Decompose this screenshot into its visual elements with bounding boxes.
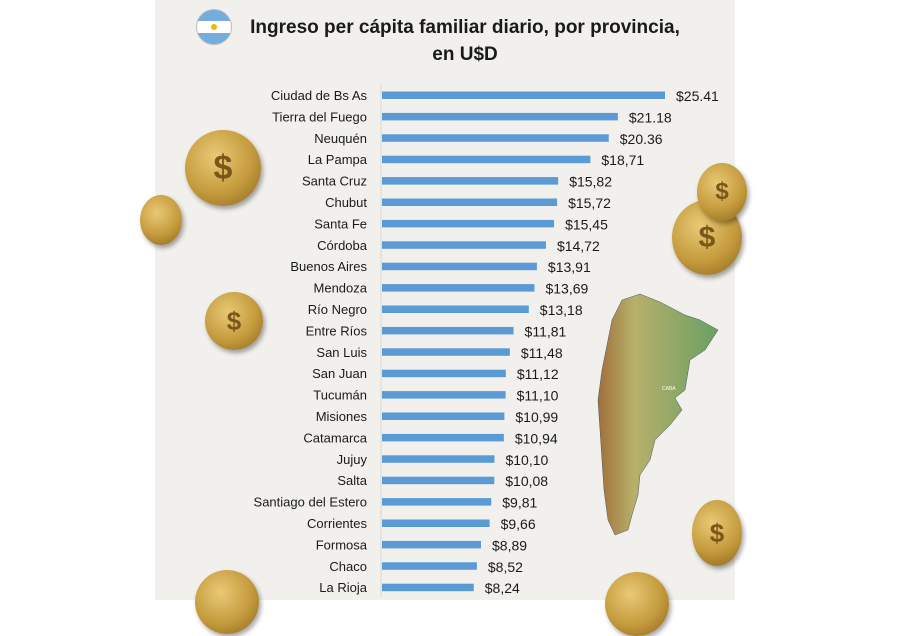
- bar: [382, 455, 495, 463]
- value-label: $11,81: [525, 323, 567, 339]
- bar: [382, 412, 505, 420]
- category-label: Santa Cruz: [302, 174, 367, 189]
- argentina-flag-icon: [196, 9, 232, 45]
- value-label: $13,91: [548, 259, 591, 275]
- category-label: Catamarca: [303, 430, 367, 445]
- bar: [382, 583, 474, 592]
- category-label: Salta: [337, 473, 367, 488]
- category-label: La Rioja: [319, 580, 367, 595]
- category-label: Corrientes: [307, 516, 367, 531]
- category-label: Jujuy: [337, 452, 368, 467]
- title-line-1: Ingreso per cápita familiar diario, por …: [250, 17, 680, 38]
- bar: [382, 219, 555, 228]
- category-label: Santiago del Estero: [254, 495, 367, 510]
- bar: [382, 155, 591, 164]
- category-label: Ciudad de Bs As: [271, 88, 368, 103]
- category-label: Tierra del Fuego: [272, 109, 367, 124]
- chart-title: Ingreso per cápita familiar diario, por …: [235, 14, 695, 68]
- category-label: Buenos Aires: [290, 259, 367, 274]
- value-label: $10,08: [505, 473, 548, 489]
- value-label: $25.41: [676, 88, 719, 104]
- value-label: $10,99: [515, 409, 558, 425]
- coin-image: $: [697, 163, 747, 221]
- bar: [382, 91, 665, 99]
- category-label: San Luis: [316, 345, 367, 360]
- value-label: $8,89: [492, 537, 527, 553]
- value-label: $11,10: [517, 388, 559, 404]
- bar: [382, 305, 529, 313]
- value-label: $9,66: [501, 516, 536, 532]
- value-label: $9,81: [502, 495, 537, 511]
- value-label: $13,18: [540, 302, 583, 318]
- coin-image: $: [692, 500, 742, 566]
- value-label: $13,69: [545, 281, 588, 297]
- category-label: Chaco: [329, 559, 367, 574]
- bar: [382, 198, 558, 206]
- bar: [382, 326, 514, 335]
- value-label: $21.18: [629, 109, 672, 125]
- bar: [382, 540, 482, 549]
- bar: [382, 348, 510, 356]
- category-label: Santa Fe: [314, 216, 367, 231]
- bar: [382, 562, 477, 570]
- bar: [382, 369, 506, 378]
- category-label: Misiones: [316, 409, 368, 424]
- coin-image: [140, 195, 182, 245]
- category-label: Formosa: [316, 537, 368, 552]
- value-label: $20.36: [620, 131, 663, 147]
- value-label: $14,72: [557, 238, 600, 254]
- bar: [382, 476, 495, 485]
- bar: [382, 134, 609, 142]
- argentina-map: CABA: [597, 293, 719, 536]
- bar: [382, 284, 535, 292]
- category-label: La Pampa: [308, 152, 368, 167]
- value-label: $11,48: [521, 345, 563, 361]
- bar: [382, 498, 492, 506]
- value-label: $10,10: [505, 452, 548, 468]
- bar: [382, 177, 559, 185]
- value-label: $15,45: [565, 216, 608, 232]
- value-label: $10,94: [515, 430, 558, 446]
- value-label: $8,24: [485, 580, 520, 596]
- bar: [382, 433, 504, 442]
- bar: [382, 519, 490, 527]
- value-label: $18,71: [601, 152, 644, 168]
- value-label: $11,12: [517, 366, 559, 382]
- bar: [382, 241, 546, 249]
- category-label: Neuquén: [314, 131, 367, 146]
- category-label: Tucumán: [313, 388, 367, 403]
- category-label: Chubut: [325, 195, 367, 210]
- bar: [382, 262, 537, 271]
- bar: [382, 112, 618, 121]
- value-label: $15,72: [568, 195, 611, 211]
- title-line-2: en U$D: [432, 44, 498, 65]
- category-label: Entre Ríos: [306, 323, 368, 338]
- category-label: Mendoza: [314, 281, 368, 296]
- category-label: Río Negro: [308, 302, 367, 317]
- bar: [382, 391, 506, 399]
- value-label: $8,52: [488, 559, 523, 575]
- category-label: San Juan: [312, 366, 367, 381]
- coin-image: $: [185, 130, 261, 206]
- coin-image: $: [205, 292, 263, 350]
- value-label: $15,82: [569, 174, 612, 190]
- category-label: Córdoba: [317, 238, 368, 253]
- bar-chart: Ciudad de Bs As $25.41 Tierra del Fuego $21…: [254, 84, 719, 598]
- map-label: CABA: [662, 386, 676, 392]
